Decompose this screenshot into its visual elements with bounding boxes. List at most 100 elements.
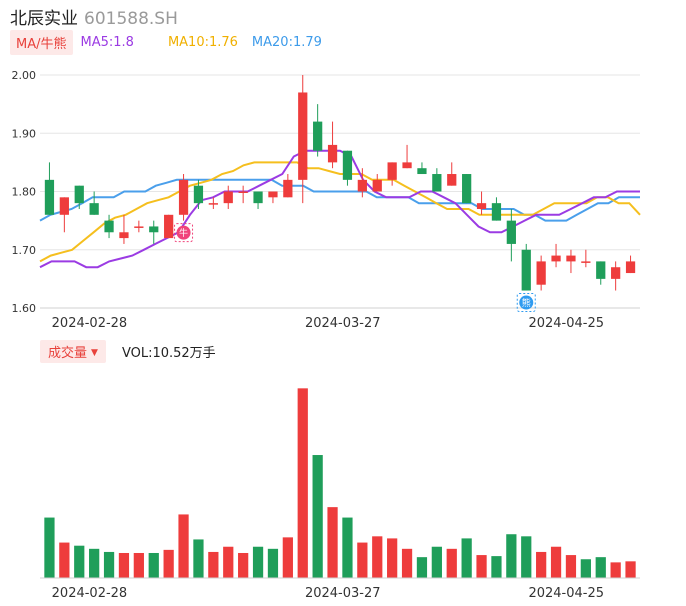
volume-bar [387, 538, 398, 578]
volume-bar [312, 455, 323, 578]
candle [491, 197, 502, 221]
marker-dot [519, 295, 534, 310]
volume-bar [431, 546, 442, 578]
volume-legend: 成交量 ▼ VOL:10.52万手 [40, 339, 216, 363]
candle-body [447, 174, 457, 186]
candle-body [44, 179, 55, 215]
volume-value: VOL:10.52万手 [121, 345, 216, 361]
candle [327, 121, 338, 169]
volume-bar [625, 561, 636, 578]
candle [223, 185, 233, 209]
x-tick-label: 2024-03-27 [305, 316, 381, 331]
volume-bar [148, 552, 159, 578]
chevron-down-icon: ▼ [91, 347, 98, 358]
candle [164, 214, 174, 239]
candle-body [432, 174, 442, 192]
candle [268, 191, 278, 204]
volume-bar [223, 546, 234, 578]
volume-bar [252, 546, 264, 578]
candle-body [74, 185, 84, 204]
volume-bar [327, 507, 338, 578]
marker-dot [176, 225, 191, 240]
y-tick-label: 1.60 [12, 302, 37, 315]
candle [566, 249, 576, 274]
marker-frame [174, 223, 194, 243]
x-tick-label: 2024-03-27 [305, 586, 381, 601]
volume-bar [133, 552, 144, 578]
ma-indicator-tab[interactable]: MA/牛熊 [10, 29, 73, 55]
volume-bar [59, 542, 70, 578]
candle-body [164, 214, 174, 239]
volume-bar [357, 542, 368, 578]
volume-bar [282, 537, 293, 578]
candle-body [89, 203, 99, 215]
candle [476, 191, 487, 215]
candle [357, 168, 367, 198]
candle [596, 261, 606, 285]
volume-bar [491, 556, 502, 578]
candle-body [596, 261, 606, 279]
candle-body [238, 191, 248, 193]
stock-code: 601588.SH [84, 9, 178, 29]
candle-body [149, 226, 159, 233]
candle [432, 168, 442, 192]
y-tick-label: 1.70 [12, 244, 37, 257]
candle [447, 162, 457, 186]
candle [536, 255, 546, 291]
y-tick-label: 1.80 [12, 186, 37, 199]
candle [521, 243, 531, 291]
y-tick-label: 2.00 [12, 69, 37, 82]
candle [149, 220, 159, 244]
candle [104, 214, 114, 239]
candle [372, 174, 382, 192]
volume-bar [536, 551, 547, 578]
candle [253, 191, 263, 209]
volume-bar [565, 555, 577, 578]
volume-bar [506, 534, 517, 578]
volume-bar [238, 552, 249, 578]
volume-bar [178, 514, 189, 578]
volume-bar [193, 539, 204, 578]
candle [44, 162, 55, 215]
candle-body [581, 261, 591, 263]
candle [387, 162, 397, 186]
volume-bar [342, 517, 353, 578]
bear-marker: 熊 [516, 293, 536, 313]
volume-bar [580, 559, 591, 578]
candle [119, 214, 129, 244]
ma5-value: MA5:1.8 [80, 34, 134, 50]
volume-bar [595, 557, 606, 578]
x-tick-label: 2024-04-25 [528, 586, 604, 601]
candle [74, 185, 84, 209]
y-tick-label: 1.90 [12, 127, 37, 140]
volume-indicator-dropdown[interactable]: 成交量 ▼ [40, 339, 106, 363]
x-tick-label: 2024-02-28 [52, 316, 128, 331]
volume-bar [89, 548, 100, 578]
volume-bar [416, 557, 428, 578]
candle-body [566, 255, 576, 262]
candle [298, 75, 308, 204]
candle-body [134, 226, 144, 228]
candle-body [178, 179, 189, 215]
volume-bar [550, 546, 562, 578]
candle-body [193, 185, 204, 204]
volume-bar [372, 536, 383, 578]
candle-body [119, 232, 129, 239]
candle-body [342, 150, 353, 180]
candle-body [268, 191, 278, 198]
candle [134, 220, 144, 233]
candle-body [357, 179, 367, 192]
ma20-value: MA20:1.79 [251, 34, 322, 50]
candle [402, 144, 412, 169]
volume-bar [118, 552, 130, 578]
candle-body [417, 168, 427, 175]
candle-body [491, 203, 502, 221]
marker-frame [516, 293, 536, 313]
candle [208, 197, 218, 209]
candle [193, 179, 204, 209]
candle-body [506, 220, 516, 244]
volume-bar [44, 517, 55, 578]
candle [611, 261, 621, 291]
candle-body [59, 197, 69, 215]
